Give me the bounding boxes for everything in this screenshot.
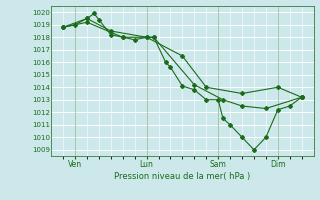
- X-axis label: Pression niveau de la mer( hPa ): Pression niveau de la mer( hPa ): [114, 172, 251, 181]
